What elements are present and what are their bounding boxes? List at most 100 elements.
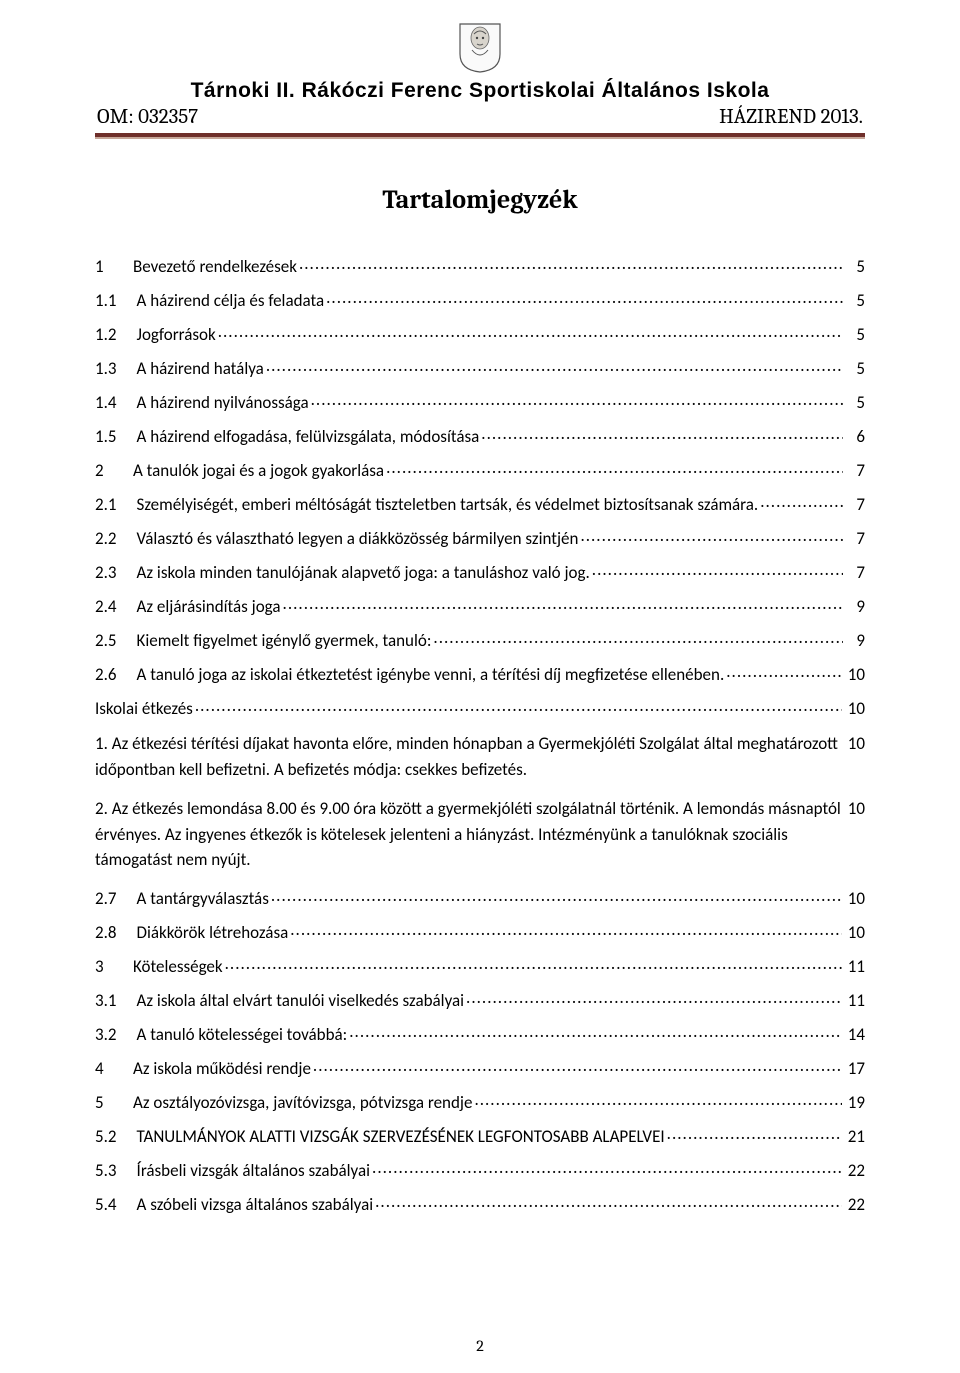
toc-entry-page: 17 <box>844 1060 865 1077</box>
toc-entry: 2.1Személyiségét, emberi méltóságát tisz… <box>95 493 865 513</box>
toc-entry-text: Az eljárásindítás joga <box>137 598 281 615</box>
toc-leader-dots <box>299 255 843 272</box>
toc-entry-number: 1 <box>95 258 133 275</box>
toc-entry-text: Bevezető rendelkezések <box>133 258 297 275</box>
toc-entry-number: 5.3 <box>95 1162 137 1179</box>
toc-entry-number: 2.3 <box>95 564 137 581</box>
toc-entry: 4Az iskola működési rendje17 <box>95 1057 865 1077</box>
toc-entry-page: 7 <box>845 530 865 547</box>
toc-entry: 1.5A házirend elfogadása, felülvizsgálat… <box>95 425 865 445</box>
page-header: Tárnoki II. Rákóczi Ferenc Sportiskolai … <box>95 20 865 137</box>
toc-entry-text: Személyiségét, emberi méltóságát tisztel… <box>137 496 759 513</box>
toc-leader-dots <box>349 1023 842 1040</box>
toc-entry-number: 3.1 <box>95 992 137 1009</box>
toc-leader-dots <box>225 955 842 972</box>
toc-leader-dots <box>760 493 843 510</box>
toc-leader-dots <box>592 561 843 578</box>
toc-leader-dots <box>433 629 843 646</box>
toc-entry: 3.2A tanuló kötelességei továbbá:14 <box>95 1023 865 1043</box>
toc-entry-number: 2.2 <box>95 530 137 547</box>
toc-leader-dots <box>375 1193 842 1210</box>
toc-entry: 5.3Írásbeli vizsgák általános szabályai 2… <box>95 1159 865 1179</box>
toc-entry-text: 101. Az étkezési térítési díjakat havont… <box>95 731 865 782</box>
toc-entry: 2.5Kiemelt figyelmet igénylő gyermek, ta… <box>95 629 865 649</box>
toc-entry-text: TANULMÁNYOK ALATTI VIZSGÁK SZERVEZÉSÉNEK… <box>137 1128 665 1145</box>
toc-entry-number: 2.8 <box>95 924 137 941</box>
toc-entry-number: 5 <box>95 1094 133 1111</box>
toc-entry-text: A tanuló kötelességei továbbá: <box>137 1026 348 1043</box>
toc-entry-page: 10 <box>844 666 865 683</box>
toc-entry-number: 1.5 <box>95 428 137 445</box>
toc-entry-number: 2.1 <box>95 496 137 513</box>
toc-entry-number: 1.4 <box>95 394 137 411</box>
document-page: Tárnoki II. Rákóczi Ferenc Sportiskolai … <box>0 0 960 1373</box>
page-number: 2 <box>0 1337 960 1355</box>
toc-entry-page: 9 <box>845 598 865 615</box>
toc-entry-number: 5.2 <box>95 1128 137 1145</box>
toc-entry-text: Választó és választható legyen a diákköz… <box>137 530 579 547</box>
toc-entry-page: 5 <box>845 326 865 343</box>
toc-leader-dots <box>726 663 842 680</box>
toc-entry-page: 19 <box>844 1094 865 1111</box>
doc-label: HÁZIREND 2013. <box>719 105 863 129</box>
toc-entry: 3.1Az iskola által elvárt tanulói viselk… <box>95 989 865 1009</box>
toc-entry-page: 10 <box>848 796 865 822</box>
toc-entry-number: 1.3 <box>95 360 137 377</box>
toc-entry-page: 10 <box>844 700 865 717</box>
toc-entry: 2.8Diákkörök létrehozása 10 <box>95 921 865 941</box>
toc-entry-text: Kiemelt figyelmet igénylő gyermek, tanul… <box>137 632 432 649</box>
toc-entry-page: 21 <box>844 1128 865 1145</box>
toc-leader-dots <box>466 989 842 1006</box>
toc-entry: Iskolai étkezés 10 <box>95 697 865 717</box>
toc-leader-dots <box>326 289 843 306</box>
toc-entry-number: 2 <box>95 462 133 479</box>
toc-entry-text: A tanuló joga az iskolai étkeztetést igé… <box>137 666 725 683</box>
header-rule <box>95 133 865 137</box>
table-of-contents: 1Bevezető rendelkezések51.1A házirend cé… <box>95 255 865 1213</box>
toc-entry-text: Iskolai étkezés <box>95 700 193 717</box>
toc-leader-dots <box>311 391 843 408</box>
toc-entry-page: 11 <box>844 992 865 1009</box>
toc-entry-text: A tantárgyválasztás <box>137 890 269 907</box>
toc-entry-page: 6 <box>845 428 865 445</box>
school-crest-icon <box>456 20 504 79</box>
logo-wrap <box>95 20 865 79</box>
toc-entry-page: 5 <box>845 258 865 275</box>
toc-entry-text: 102. Az étkezés lemondása 8.00 és 9.00 ó… <box>95 796 865 873</box>
toc-entry-text: Az osztályozóvizsga, javítóvizsga, pótvi… <box>133 1094 472 1111</box>
toc-entry-text: Írásbeli vizsgák általános szabályai <box>137 1162 371 1179</box>
page-title: Tartalomjegyzék <box>95 185 865 215</box>
toc-entry-number: 2.6 <box>95 666 137 683</box>
toc-entry: 2.6A tanuló joga az iskolai étkeztetést … <box>95 663 865 683</box>
toc-entry: 1.2Jogforrások5 <box>95 323 865 343</box>
toc-entry-page: 7 <box>845 496 865 513</box>
toc-leader-dots <box>218 323 843 340</box>
toc-entry-text: Az iskola működési rendje <box>133 1060 311 1077</box>
toc-entry-text: Diákkörök létrehozása <box>137 924 289 941</box>
toc-entry-number: 3.2 <box>95 1026 137 1043</box>
toc-entry-text: A házirend nyilvánossága <box>137 394 309 411</box>
toc-leader-dots <box>481 425 843 442</box>
toc-leader-dots <box>271 887 842 904</box>
toc-entry: 3Kötelességek11 <box>95 955 865 975</box>
toc-entry-page: 5 <box>845 292 865 309</box>
toc-entry-page: 10 <box>844 924 865 941</box>
toc-entry: 2.2Választó és választható legyen a diák… <box>95 527 865 547</box>
toc-entry-number: 2.5 <box>95 632 137 649</box>
toc-leader-dots <box>386 459 843 476</box>
toc-entry-page: 10 <box>848 731 865 757</box>
toc-entry-page: 22 <box>844 1162 865 1179</box>
toc-entry-page: 10 <box>844 890 865 907</box>
toc-entry: 2.3Az iskola minden tanulójának alapvető… <box>95 561 865 581</box>
toc-entry-text: A házirend hatálya <box>137 360 264 377</box>
toc-entry: 2.7A tantárgyválasztás10 <box>95 887 865 907</box>
om-code: OM: 032357 <box>97 105 198 129</box>
toc-entry: 1.1A házirend célja és feladata 5 <box>95 289 865 309</box>
toc-leader-dots <box>580 527 843 544</box>
toc-entry-page: 11 <box>844 958 865 975</box>
toc-entry-page: 9 <box>845 632 865 649</box>
toc-entry-number: 1.1 <box>95 292 137 309</box>
toc-entry: 1.4A házirend nyilvánossága5 <box>95 391 865 411</box>
toc-entry: 2.4Az eljárásindítás joga9 <box>95 595 865 615</box>
toc-entry-text: A házirend célja és feladata <box>137 292 325 309</box>
